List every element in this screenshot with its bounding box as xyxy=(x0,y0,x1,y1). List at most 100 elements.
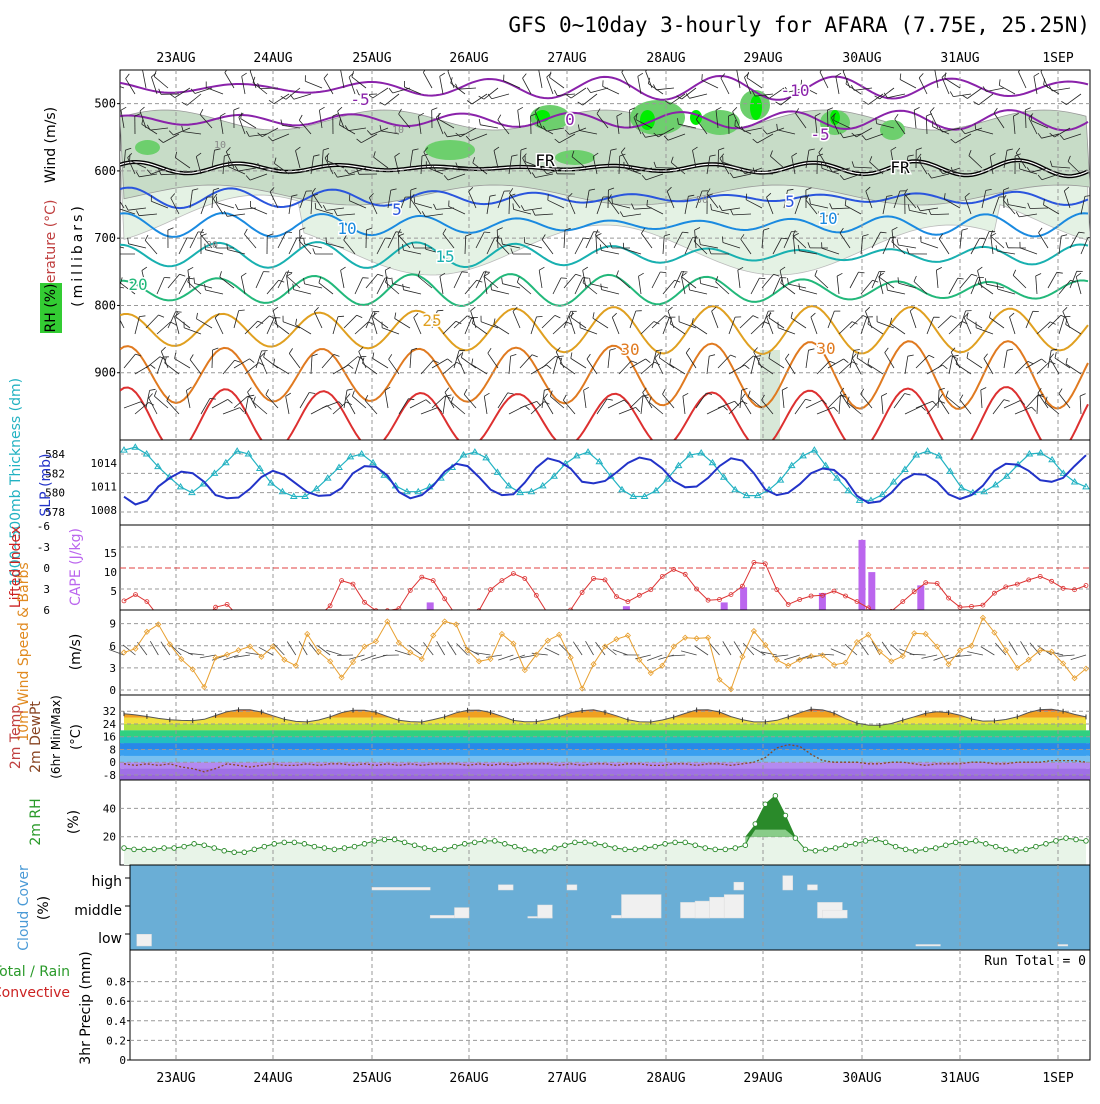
rh-patch-70 xyxy=(135,140,160,155)
wind-barb-flag xyxy=(561,278,567,279)
chart-title: GFS 0~10day 3-hourly for AFARA (7.75E, 2… xyxy=(508,13,1090,37)
wind-barb-flag xyxy=(116,308,120,312)
bottom-day-label: 25AUG xyxy=(352,1071,391,1086)
isotherm-label: 30 xyxy=(816,339,835,358)
temp-band-full xyxy=(120,743,1090,749)
bottom-day-label: 24AUG xyxy=(253,1071,292,1086)
cape-tick: 15 xyxy=(104,547,117,560)
cloud-block xyxy=(372,887,430,890)
y-tick-label: 800 xyxy=(94,298,116,312)
rh2m-marker xyxy=(673,840,678,845)
cloud-block xyxy=(710,897,725,918)
rh2m-marker xyxy=(152,847,157,852)
rh2m-marker xyxy=(503,842,508,847)
rh2m-marker xyxy=(362,842,367,847)
rh2m-marker xyxy=(192,842,197,847)
rh2m-marker xyxy=(613,846,618,851)
rh2m-marker xyxy=(1054,839,1059,844)
rh2m-marker xyxy=(122,846,127,851)
top-day-label: 28AUG xyxy=(646,51,685,66)
wind-barb-flag xyxy=(623,243,624,249)
precip-panel: 00.20.40.60.8 xyxy=(106,950,1090,1067)
wind-barb-flag xyxy=(583,278,589,279)
rh2m-marker xyxy=(472,840,477,845)
rh-label: 50 xyxy=(696,195,708,206)
bottom-day-label: 30AUG xyxy=(842,1071,881,1086)
wind-barb-flag xyxy=(548,194,549,200)
rh2m-marker xyxy=(312,844,317,849)
upper-rh-label: RH (%) xyxy=(43,284,59,333)
cloud-block xyxy=(1058,945,1068,947)
rh2m-marker xyxy=(723,847,728,852)
rh2m-marker xyxy=(603,843,608,848)
li-tick: 0 xyxy=(43,562,50,575)
cape-tick: 10 xyxy=(104,566,117,579)
top-day-label: 31AUG xyxy=(940,51,979,66)
cape-bar xyxy=(868,572,875,610)
rh2m-marker xyxy=(142,847,147,852)
rh2m-marker xyxy=(172,846,177,851)
rh2m-marker xyxy=(462,842,467,847)
wind10m-units: (m/s) xyxy=(68,634,84,671)
cloud-block xyxy=(695,901,710,918)
li-tick: -3 xyxy=(37,541,50,554)
wind-barb-flag xyxy=(462,272,468,273)
rh2m-marker xyxy=(232,850,237,855)
top-day-label: 29AUG xyxy=(743,51,782,66)
bottom-day-label: 1SEP xyxy=(1042,1071,1073,1086)
wind-barb-flag xyxy=(484,272,490,273)
rh2m-marker xyxy=(332,847,337,852)
rh2m-marker xyxy=(442,847,447,852)
wind-barb xyxy=(260,168,278,169)
rh2m-marker xyxy=(913,849,918,854)
cloud-block xyxy=(430,915,454,918)
rh-label: 10 xyxy=(214,140,226,151)
temp-band-full xyxy=(120,749,1090,755)
temp2m-label: 2m Temp xyxy=(8,705,24,769)
rh2m-marker xyxy=(242,850,247,855)
isotherm-label: -5 xyxy=(350,90,369,109)
isotherm-label: 20 xyxy=(128,275,147,294)
rh2m-marker xyxy=(1014,849,1019,854)
rh2m-marker xyxy=(713,847,718,852)
precip-tick: 0.2 xyxy=(106,1034,126,1047)
wind-tick: 0 xyxy=(109,684,116,697)
precip-3hr-label: 3hr Precip (mm) xyxy=(78,951,94,1064)
cloud-block xyxy=(567,885,577,890)
temp-band-full xyxy=(120,730,1090,736)
cloud-block xyxy=(137,934,152,946)
rh2m-marker xyxy=(883,840,888,845)
slp-tick: 1008 xyxy=(91,504,118,517)
isotherm-label: 25 xyxy=(422,311,441,330)
rh2m-marker xyxy=(182,844,187,849)
top-day-label: 24AUG xyxy=(253,51,292,66)
cloud-high-label: high xyxy=(91,874,122,890)
rh2m-marker xyxy=(282,840,287,845)
li-tick: 6 xyxy=(43,604,50,617)
rh2m-marker xyxy=(1034,844,1039,849)
rh-patch-70 xyxy=(555,150,595,165)
cloud-units: (%) xyxy=(36,896,52,920)
rh2m-marker xyxy=(222,849,227,854)
wind-barb-flag xyxy=(115,188,119,193)
cape-bar xyxy=(859,540,866,610)
rh2m-marker xyxy=(873,837,878,842)
temp-tick: -8 xyxy=(103,769,116,782)
wind10-barb xyxy=(337,655,353,656)
wind-barb xyxy=(399,236,400,254)
temp-band-full xyxy=(120,756,1090,762)
rh2m-marker xyxy=(703,846,708,851)
isotherm-label: -5 xyxy=(810,125,829,144)
temp2m-units: (°C) xyxy=(69,724,84,750)
temp-band-full xyxy=(120,775,1090,780)
wind-barb-flag xyxy=(524,237,525,243)
cloud-block xyxy=(783,876,793,890)
temp-band xyxy=(120,718,1090,724)
rh2m-marker xyxy=(863,839,868,844)
rh2m-marker xyxy=(543,849,548,854)
